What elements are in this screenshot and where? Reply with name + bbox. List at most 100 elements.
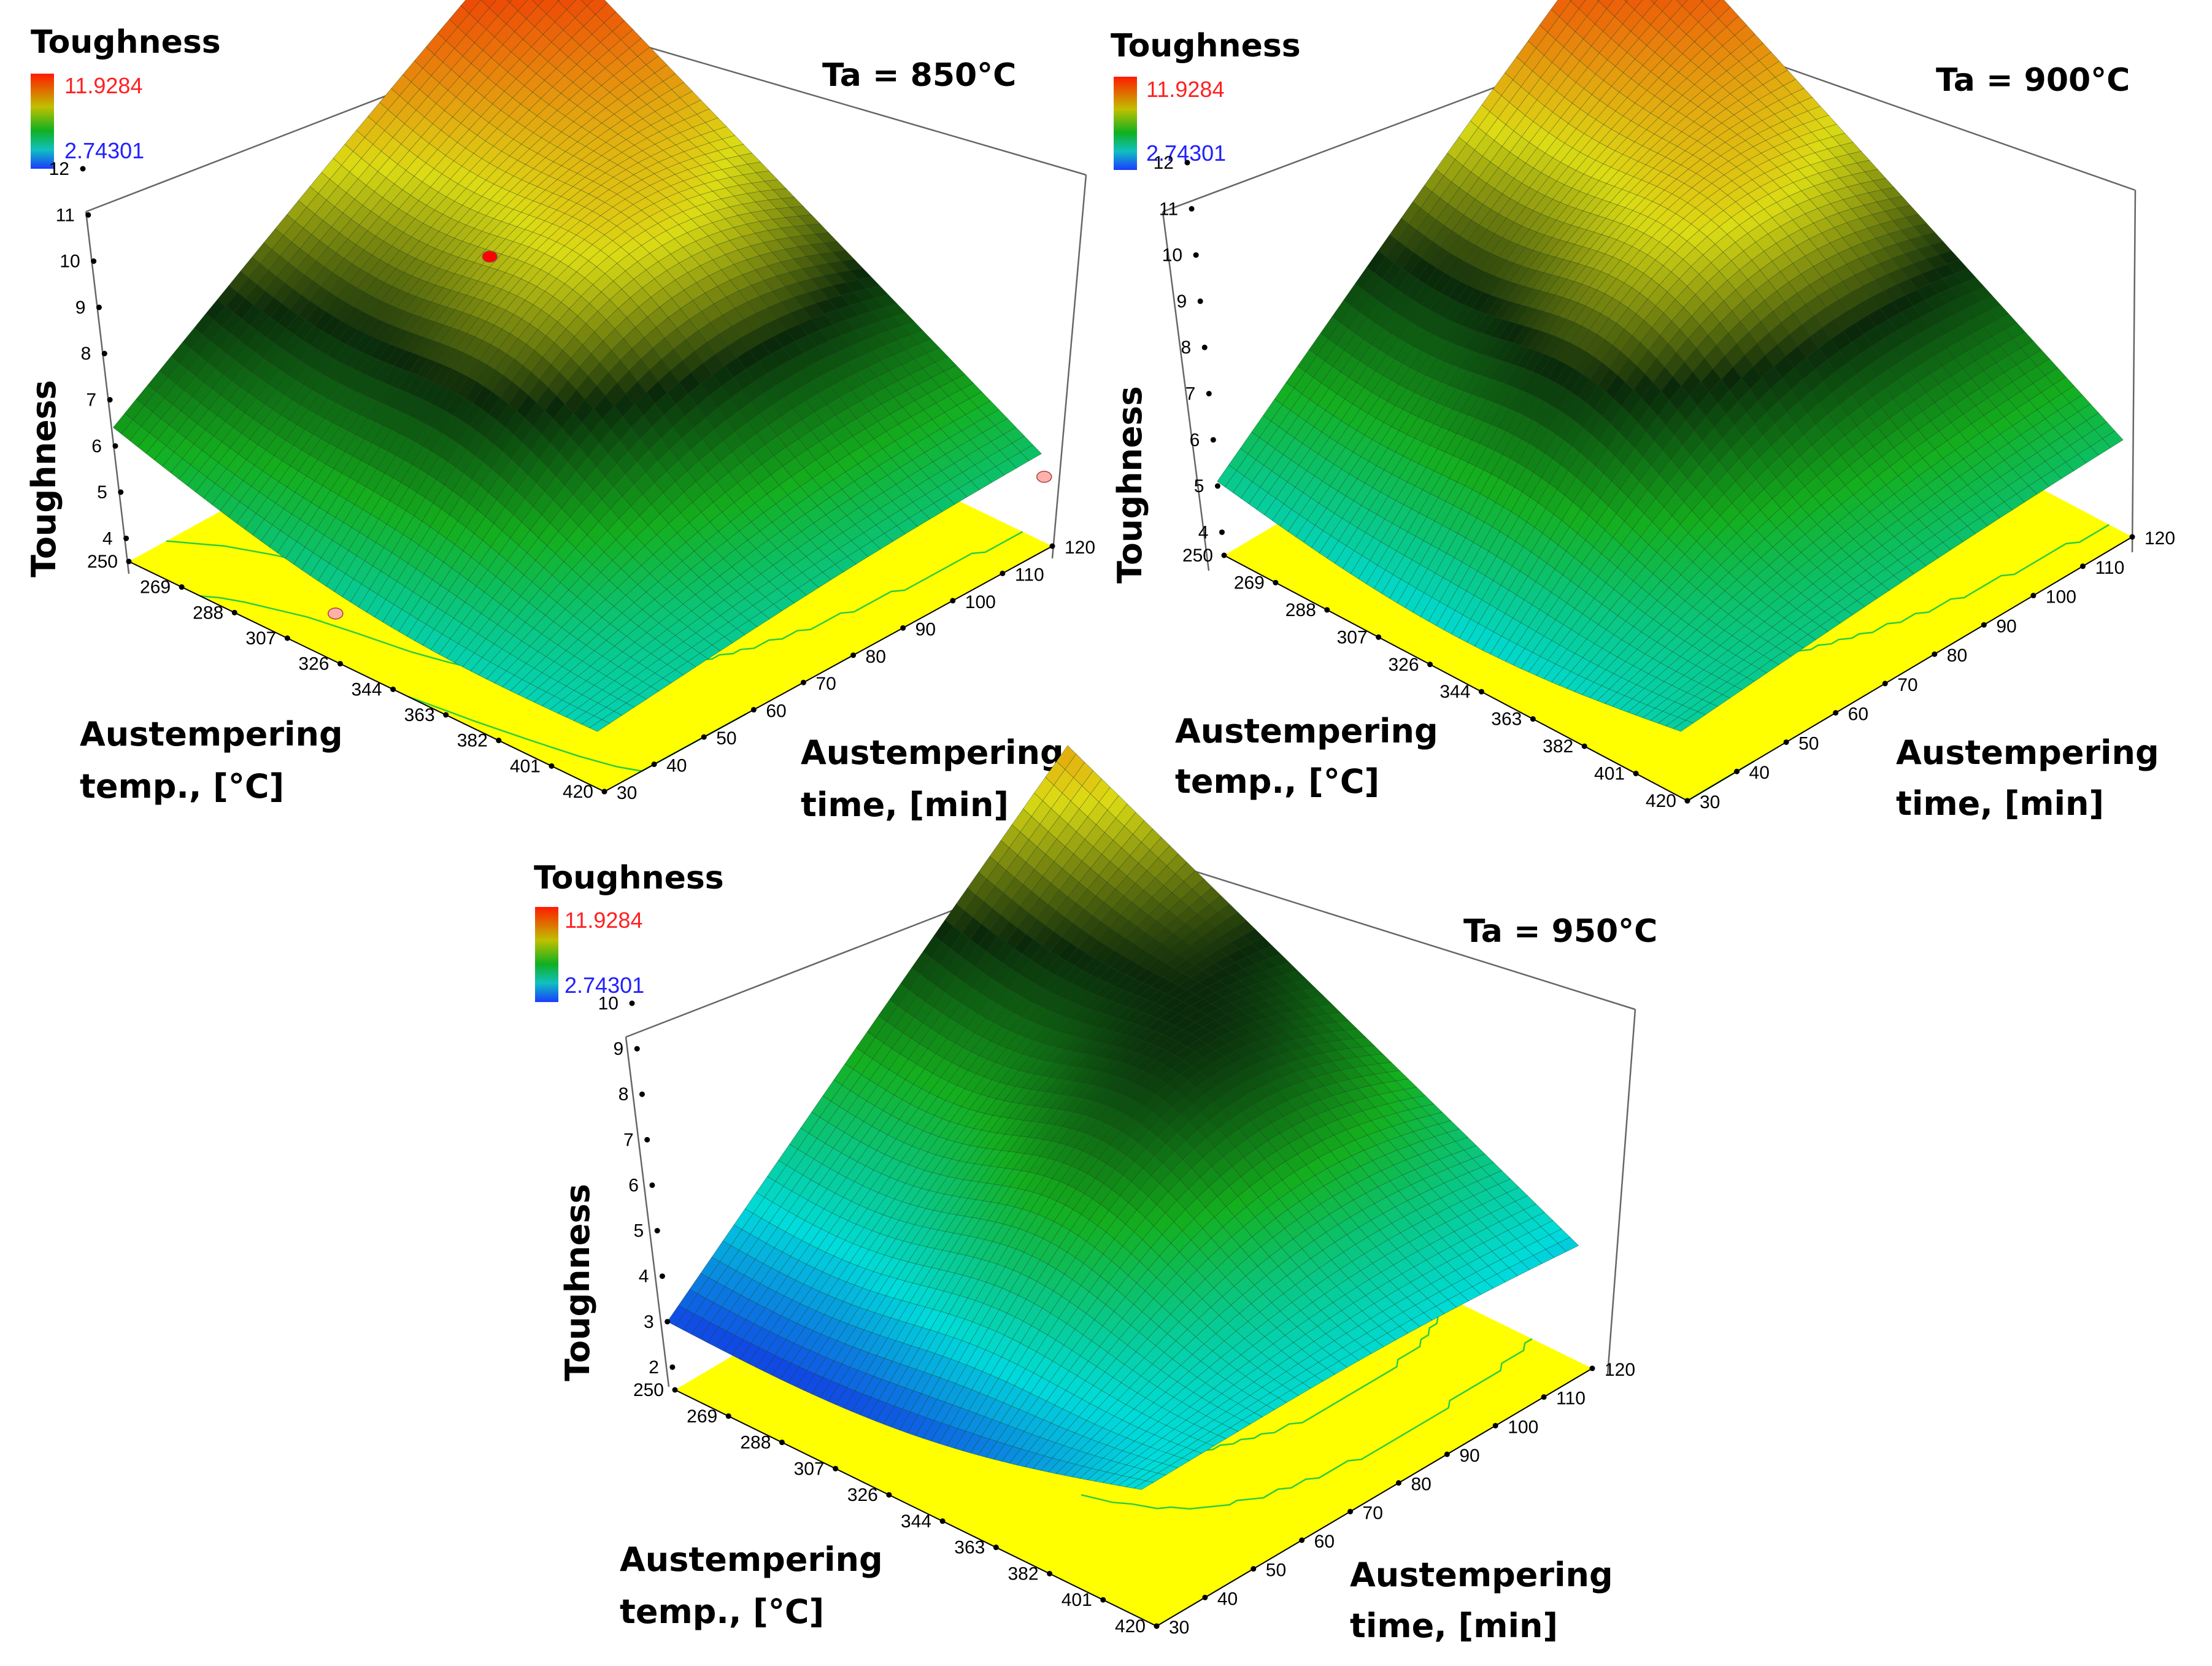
z-tick-mark bbox=[1206, 390, 1212, 396]
x-tick-label: 326 bbox=[1388, 655, 1419, 675]
z-tick-mark bbox=[96, 304, 102, 310]
z-tick-label: 4 bbox=[1198, 522, 1209, 542]
z-tick-label: 6 bbox=[91, 436, 102, 457]
z-tick-label: 6 bbox=[1190, 430, 1200, 450]
y-tick-label: 60 bbox=[1848, 704, 1868, 725]
z-tick-label: 11 bbox=[1159, 199, 1178, 219]
z-tick-mark bbox=[1184, 160, 1190, 166]
z-axis-title: Toughness bbox=[25, 380, 63, 577]
z-tick-label: 9 bbox=[1176, 291, 1187, 312]
y-tick-label: 80 bbox=[1947, 646, 1967, 666]
x-tick-label: 363 bbox=[1491, 709, 1522, 730]
legend-max-value: 11.9284 bbox=[64, 73, 142, 98]
x-tick-label: 326 bbox=[298, 654, 329, 674]
x-tick-label: 382 bbox=[1543, 736, 1573, 757]
z-tick-label: 10 bbox=[1162, 245, 1182, 266]
legend: Toughness 11.9284 2.74301 bbox=[1111, 28, 1301, 170]
x-tick-label: 420 bbox=[1646, 791, 1676, 811]
z-tick-mark bbox=[118, 489, 124, 495]
z-tick-mark bbox=[1210, 437, 1216, 443]
panel-ta-900: Toughness 11.9284 2.74301 Ta = 900°C 250… bbox=[1111, 0, 2175, 823]
x-tick-label: 382 bbox=[457, 731, 488, 751]
x-tick-label: 307 bbox=[1337, 627, 1368, 647]
z-tick-mark bbox=[112, 443, 118, 449]
legend-max-value: 11.9284 bbox=[1146, 77, 1224, 102]
y-axis-title-line2: time, [min] bbox=[801, 785, 1009, 824]
x-tick-label: 420 bbox=[563, 782, 593, 802]
x-tick-label: 344 bbox=[1439, 682, 1470, 702]
z-tick-mark bbox=[1193, 252, 1199, 258]
z-tick-label: 12 bbox=[49, 159, 69, 179]
y-tick-label: 90 bbox=[1996, 616, 2016, 636]
legend-color-bar bbox=[31, 74, 54, 169]
y-tick-label: 30 bbox=[1700, 792, 1720, 812]
legend: Toughness 11.9284 2.74301 bbox=[534, 860, 724, 1002]
y-axis-title-line1: Austempering bbox=[1896, 733, 2159, 772]
legend-max-value: 11.9284 bbox=[565, 908, 642, 933]
y-tick-label: 40 bbox=[666, 756, 687, 776]
x-tick-label: 250 bbox=[87, 552, 118, 572]
z-tick-label: 11 bbox=[56, 205, 75, 225]
legend-min-value: 2.74301 bbox=[64, 138, 144, 163]
z-tick-label: 12 bbox=[1154, 153, 1174, 173]
x-tick-label: 401 bbox=[510, 756, 541, 776]
z-tick-label: 5 bbox=[97, 482, 107, 503]
y-tick-label: 60 bbox=[766, 701, 786, 722]
surface-facet bbox=[506, 0, 512, 3]
z-tick-mark bbox=[1219, 529, 1225, 535]
z-tick-mark bbox=[91, 258, 97, 264]
z-tick-label: 7 bbox=[86, 390, 96, 410]
annealing-temperature-label: Ta = 950°C bbox=[1463, 913, 1657, 950]
x-tick-label: 288 bbox=[1285, 600, 1316, 620]
legend-title: Toughness bbox=[31, 24, 221, 61]
z-tick-mark bbox=[107, 396, 113, 403]
z-tick-mark bbox=[101, 350, 107, 357]
x-tick-label: 269 bbox=[140, 577, 171, 598]
y-tick-label: 90 bbox=[915, 619, 936, 639]
y-tick-label: 120 bbox=[1065, 538, 1095, 558]
y-tick-label: 80 bbox=[866, 647, 886, 667]
annealing-temperature-label: Ta = 900°C bbox=[1936, 62, 2130, 99]
y-tick-label: 100 bbox=[2046, 587, 2076, 607]
z-tick-mark bbox=[1201, 344, 1208, 350]
legend-title: Toughness bbox=[534, 860, 724, 897]
y-tick-label: 30 bbox=[617, 783, 637, 803]
y-tick-label: 50 bbox=[716, 728, 736, 749]
z-tick-label: 10 bbox=[60, 252, 80, 272]
panel-ta-950: Toughness 11.9284 2.74301 Ta = 950°C 250… bbox=[534, 745, 1657, 1645]
z-tick-mark bbox=[123, 535, 129, 541]
x-tick-label: 288 bbox=[193, 603, 223, 623]
y-axis-title-line2: time, [min] bbox=[1896, 784, 2104, 823]
x-tick-label: 307 bbox=[245, 628, 276, 649]
panel-ta-850: Toughness 11.9284 2.74301 Ta = 850°C 250… bbox=[25, 0, 1095, 824]
z-tick-mark bbox=[85, 212, 91, 218]
design-point-marker bbox=[482, 250, 498, 263]
z-tick-label: 7 bbox=[1185, 384, 1196, 404]
z-tick-label: 4 bbox=[102, 528, 113, 549]
y-axis-title-line1: Austempering bbox=[801, 733, 1064, 772]
x-axis-title-line2: temp., [°C] bbox=[80, 767, 284, 806]
legend-color-bar bbox=[535, 907, 558, 1002]
x-tick-label: 363 bbox=[404, 705, 435, 725]
x-axis-title-line1: Austempering bbox=[80, 715, 343, 754]
x-tick-label: 250 bbox=[1182, 546, 1213, 566]
y-tick-label: 70 bbox=[1897, 675, 1917, 695]
y-tick-label: 110 bbox=[2095, 558, 2124, 578]
x-axis-title-line1: Austempering bbox=[1175, 712, 1438, 750]
legend-color-bar bbox=[1114, 77, 1137, 170]
x-tick-label: 344 bbox=[351, 679, 382, 700]
surface-facet bbox=[557, 0, 560, 2]
legend: Toughness 11.9284 2.74301 bbox=[31, 24, 221, 169]
x-tick-label: 401 bbox=[1594, 764, 1625, 784]
y-tick-label: 70 bbox=[815, 674, 836, 694]
x-tick-label: 269 bbox=[1234, 573, 1265, 593]
z-tick-mark bbox=[1189, 206, 1195, 212]
z-tick-mark bbox=[1197, 298, 1203, 304]
z-tick-label: 8 bbox=[81, 344, 91, 364]
y-tick-label: 110 bbox=[1015, 565, 1044, 585]
z-tick-label: 8 bbox=[1181, 337, 1192, 358]
annealing-temperature-label: Ta = 850°C bbox=[822, 57, 1016, 94]
y-tick-label: 120 bbox=[2145, 528, 2175, 549]
design-point-marker bbox=[328, 607, 344, 620]
